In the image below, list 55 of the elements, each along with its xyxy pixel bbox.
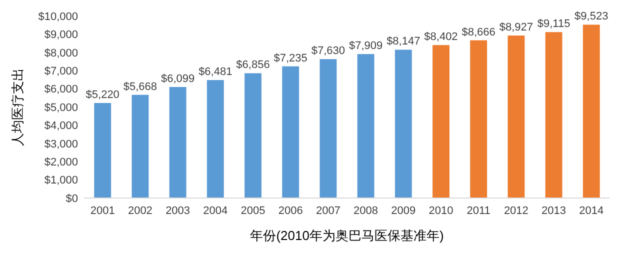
- data-label: $7,909: [348, 40, 383, 52]
- data-label: $8,666: [462, 26, 496, 38]
- y-tick-label: $0: [66, 192, 78, 205]
- x-tick-label: 2004: [203, 205, 228, 217]
- bar: [432, 45, 450, 198]
- x-tick-label: 2001: [90, 205, 115, 217]
- y-tick-label: $10,000: [38, 10, 78, 23]
- bar: [320, 59, 337, 198]
- bar: [470, 40, 488, 198]
- data-label: $8,927: [499, 22, 534, 34]
- data-label: $6,856: [236, 59, 270, 72]
- x-tick-label: 2003: [166, 205, 190, 217]
- x-tick-label: 2013: [542, 205, 566, 217]
- y-tick-label: $3,000: [44, 138, 78, 150]
- data-label: $6,481: [198, 66, 232, 78]
- data-label: $6,099: [160, 73, 195, 85]
- data-label: $5,668: [123, 80, 158, 93]
- data-label: $7,630: [311, 45, 346, 58]
- y-axis-title: 人均医疗支出: [10, 68, 25, 146]
- x-tick-label: 2010: [428, 205, 454, 217]
- bar: [582, 24, 600, 198]
- y-tick-label: $9,000: [44, 29, 78, 42]
- x-tick-label: 2012: [504, 205, 528, 217]
- x-axis-title: 年份(2010年为奥巴马医保基准年): [250, 228, 444, 243]
- x-tick-label: 2011: [466, 205, 490, 217]
- bar: [94, 102, 112, 198]
- y-tick-label: $7,000: [44, 65, 78, 78]
- bar: [394, 50, 412, 198]
- x-tick-label: 2006: [278, 205, 303, 217]
- y-tick-label: $8,000: [44, 47, 78, 60]
- y-tick-label: $1,000: [44, 174, 78, 187]
- data-label: $9,115: [537, 18, 570, 30]
- x-tick-label: 2005: [240, 205, 266, 217]
- bar: [132, 94, 149, 198]
- data-label: $8,402: [424, 31, 458, 44]
- data-label: $9,523: [574, 10, 608, 23]
- x-tick-label: 2009: [391, 205, 416, 217]
- bar: [357, 54, 374, 198]
- x-tick-label: 2007: [316, 205, 340, 217]
- y-tick-label: $5,000: [44, 102, 78, 114]
- data-label: $5,220: [86, 88, 120, 101]
- bar: [244, 73, 262, 198]
- x-tick-label: 2014: [579, 205, 604, 217]
- x-tick-label: 2008: [354, 205, 378, 217]
- x-tick-label: 2002: [128, 205, 152, 217]
- y-tick-label: $2,000: [44, 156, 78, 168]
- y-tick-label: $6,000: [44, 84, 78, 96]
- bar: [169, 87, 186, 198]
- data-label: $7,235: [274, 52, 308, 64]
- bar: [282, 66, 300, 198]
- bar: [206, 80, 224, 198]
- bar: [545, 32, 562, 198]
- data-label: $8,147: [386, 36, 420, 48]
- y-tick-label: $4,000: [44, 120, 78, 132]
- bar: [508, 36, 525, 198]
